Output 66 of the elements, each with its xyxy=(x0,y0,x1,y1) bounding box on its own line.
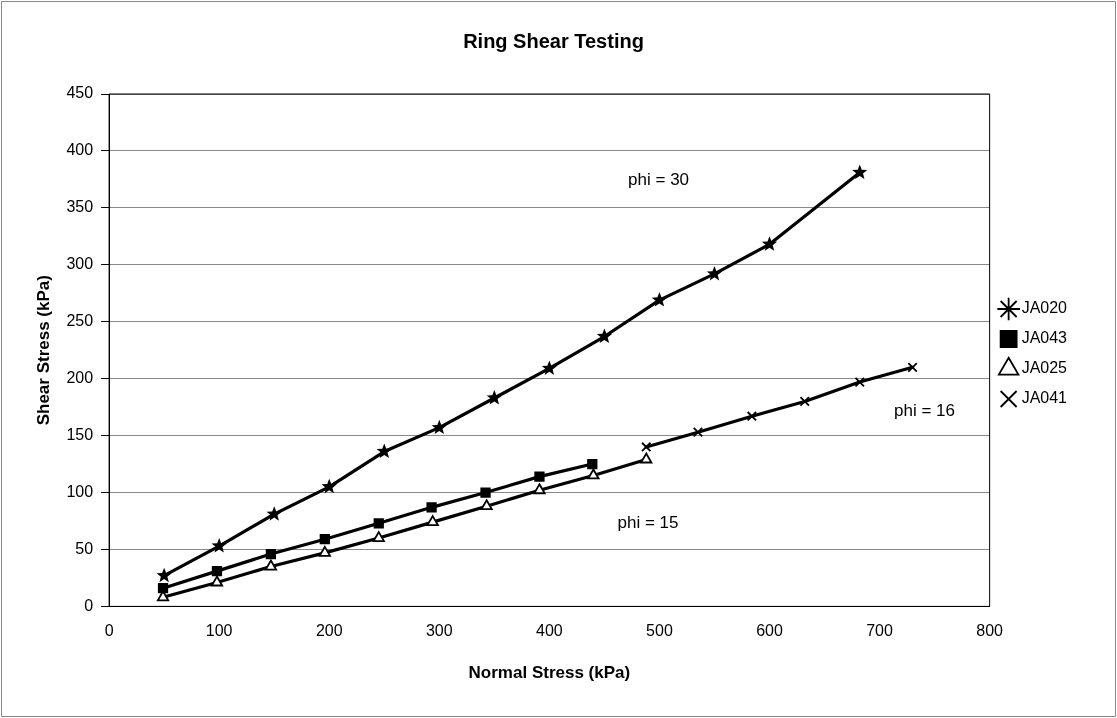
point xyxy=(541,360,557,375)
y-axis-title: Shear Stress (kPa) xyxy=(33,275,53,426)
y-tick-label: 400 xyxy=(66,141,94,159)
point xyxy=(265,548,277,560)
annotation: phi = 15 xyxy=(617,513,679,533)
legend-label: JA020 xyxy=(1021,299,1068,317)
point xyxy=(692,427,704,438)
point xyxy=(480,487,491,498)
y-tick-label: 200 xyxy=(66,369,94,387)
point xyxy=(480,499,493,511)
point xyxy=(651,292,668,307)
point xyxy=(319,534,330,545)
point xyxy=(211,565,223,577)
x-tick-label: 100 xyxy=(205,622,233,640)
point xyxy=(373,518,384,529)
point xyxy=(799,396,810,407)
y-tick-label: 50 xyxy=(75,539,94,557)
x-tick-label: 800 xyxy=(976,622,1004,640)
y-tick-label: 300 xyxy=(66,255,94,273)
x-tick-label: 300 xyxy=(425,622,453,640)
x-tick-label: 700 xyxy=(866,622,894,640)
point xyxy=(426,502,437,513)
y-tick-label: 150 xyxy=(66,426,94,444)
x-axis-title: Normal Stress (kPa) xyxy=(468,663,631,683)
point xyxy=(640,452,653,464)
point xyxy=(746,411,758,422)
point xyxy=(210,575,224,587)
legend-label: JA025 xyxy=(1021,359,1068,377)
point xyxy=(426,515,439,527)
point xyxy=(156,567,172,583)
point xyxy=(486,390,502,405)
point xyxy=(852,164,868,180)
x-tick-label: 600 xyxy=(756,622,783,640)
y-tick-label: 250 xyxy=(66,312,94,330)
y-tick-label: 100 xyxy=(66,482,94,500)
point xyxy=(266,506,282,521)
point xyxy=(534,471,545,482)
point xyxy=(372,531,385,542)
x-tick-label: 200 xyxy=(315,622,343,640)
point xyxy=(264,559,277,571)
point xyxy=(211,538,227,553)
point xyxy=(706,265,723,281)
annotation: phi = 16 xyxy=(893,401,955,421)
point xyxy=(907,362,918,373)
annotation: phi = 30 xyxy=(628,169,690,189)
point xyxy=(376,443,392,459)
point xyxy=(157,583,169,594)
point xyxy=(854,376,865,388)
x-tick-label: 400 xyxy=(536,622,563,640)
point xyxy=(761,236,778,251)
point xyxy=(587,458,598,470)
chart-title: Ring Shear Testing xyxy=(463,29,644,52)
point xyxy=(431,419,447,435)
y-tick-label: 350 xyxy=(66,198,94,216)
point xyxy=(587,468,600,480)
x-tick-label: 500 xyxy=(646,622,673,640)
point xyxy=(596,328,613,344)
legend-label: JA043 xyxy=(1021,329,1068,347)
point xyxy=(641,441,652,453)
legend-label: JA041 xyxy=(1021,389,1068,407)
y-tick-label: 450 xyxy=(66,84,94,102)
point xyxy=(321,478,337,494)
y-tick-label: 0 xyxy=(84,596,94,614)
x-tick-label: 0 xyxy=(104,622,114,640)
point xyxy=(318,545,331,557)
point xyxy=(533,483,546,495)
